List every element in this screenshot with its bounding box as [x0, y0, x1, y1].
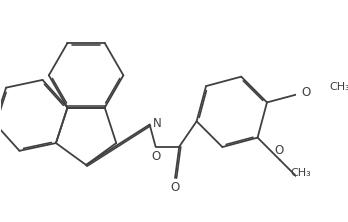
Text: CH₃: CH₃: [291, 168, 311, 178]
Text: N: N: [153, 117, 161, 130]
Text: O: O: [301, 86, 310, 99]
Text: O: O: [275, 144, 284, 157]
Text: O: O: [171, 181, 180, 194]
Text: CH₃: CH₃: [330, 81, 348, 91]
Text: O: O: [151, 150, 160, 163]
